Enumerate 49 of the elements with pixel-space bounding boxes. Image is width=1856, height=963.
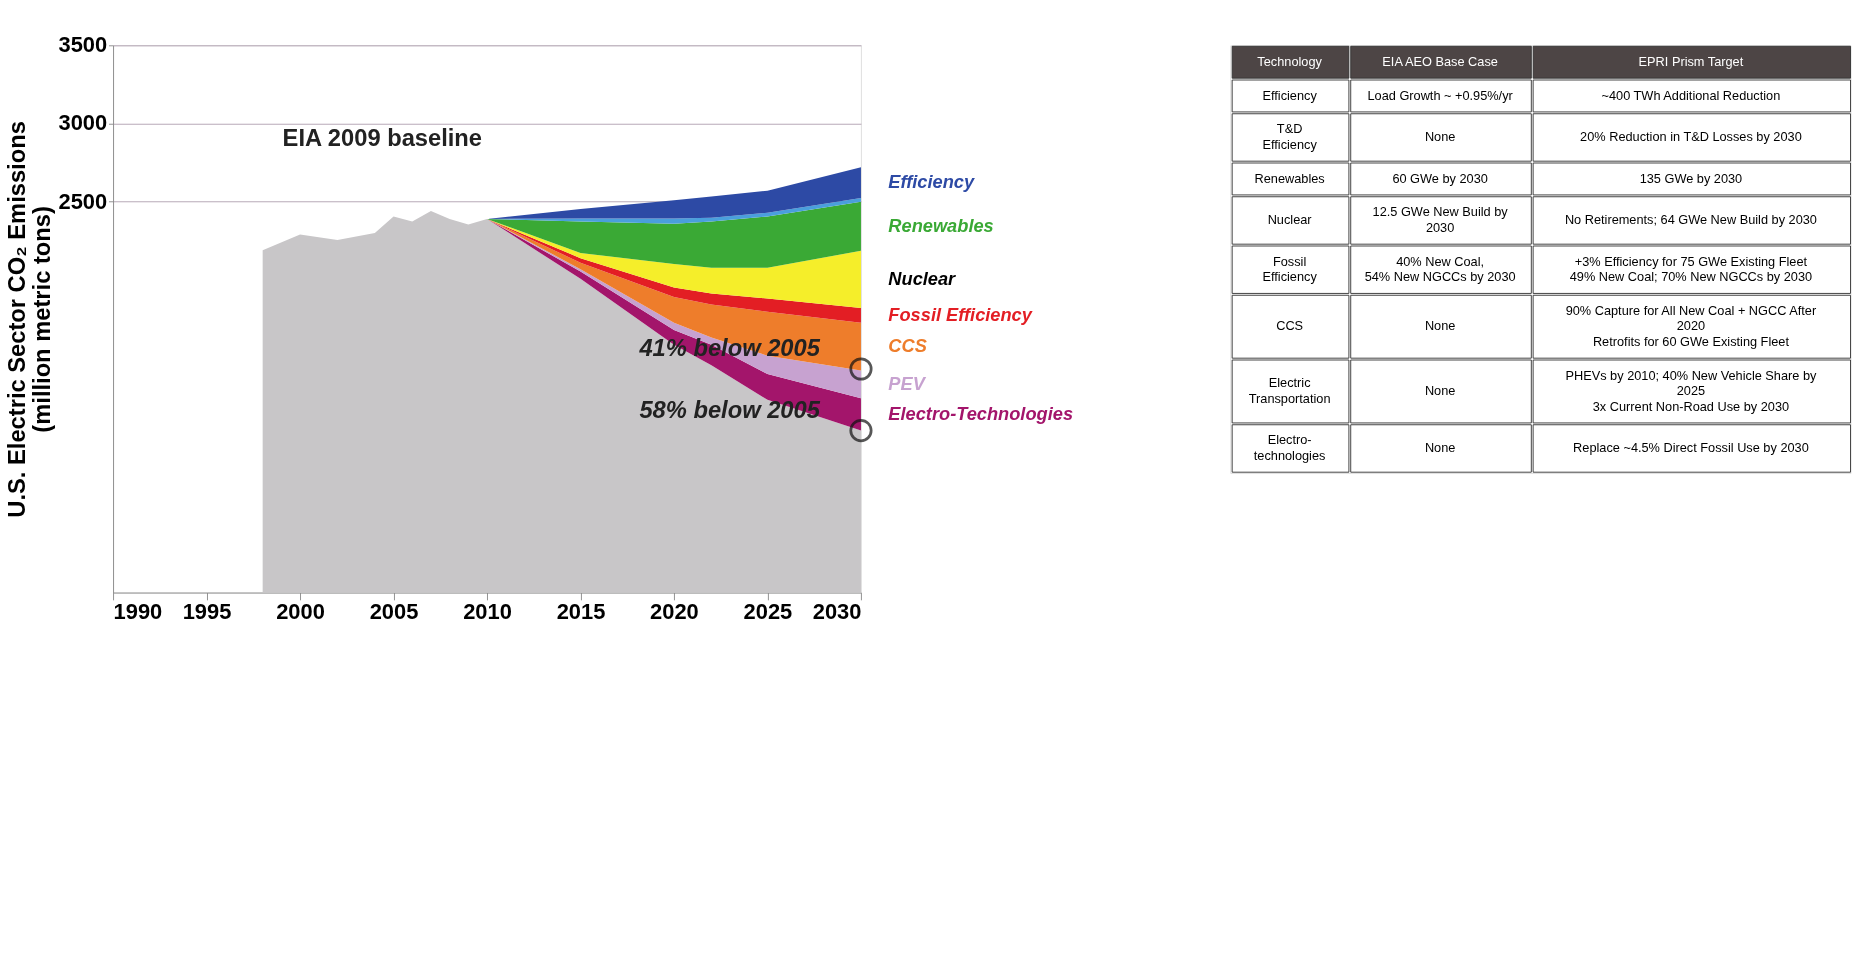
y-axis-title: U.S. Electric Sector CO₂ Emissions (million metric tons) <box>3 121 56 518</box>
text: Renewables <box>1254 170 1325 186</box>
series-label: Renewables <box>888 214 994 236</box>
y-tick-label: 3500 <box>58 32 108 58</box>
text: Efficiency <box>1262 87 1318 103</box>
text: Nuclear <box>1267 212 1313 228</box>
x-tick-label: 2010 <box>463 599 512 625</box>
text: PHEVs by 2010; 40% New Vehicle Share by 2025 3x Current Non-Road Use by 2030 <box>1565 367 1817 414</box>
text: 90% Capture for All New Coal + NGCC After 2020 Retrofits for 60 GWe Existing Fleet <box>1565 302 1817 349</box>
x-tick-label: 2005 <box>369 599 419 625</box>
x-tick-label: 2030 <box>812 599 862 625</box>
text: None <box>1424 383 1456 399</box>
text: 60 GWe by 2030 <box>1392 170 1488 186</box>
text: Load Growth ~ +0.95%/yr <box>1367 87 1514 103</box>
series-label: CCS <box>888 335 927 357</box>
text: No Retirements; 64 GWe New Build by 2030 <box>1564 212 1817 228</box>
text: Fossil Efficiency <box>1262 253 1318 285</box>
x-tick-label: 2025 <box>743 599 793 625</box>
text: +3% Efficiency for 75 GWe Existing Fleet 49% New Coal; 70% New NGCCs by 2030 <box>1569 253 1813 285</box>
text: ~400 TWh Additional Reduction <box>1601 87 1781 103</box>
text: None <box>1424 318 1456 334</box>
text: EPRI Prism Target <box>1638 53 1744 69</box>
text: EIA AEO Base Case <box>1382 53 1498 69</box>
y-tick-label: 2500 <box>58 188 108 214</box>
series-label: Nuclear <box>888 267 957 289</box>
x-tick-label: 2000 <box>276 599 325 625</box>
text: 20% Reduction in T&D Losses by 2030 <box>1580 129 1802 145</box>
x-tick-label: 1995 <box>182 599 232 625</box>
x-tick-label: 2015 <box>556 599 606 625</box>
text: 135 GWe by 2030 <box>1639 170 1743 186</box>
annotation: EIA 2009 baseline <box>282 124 483 151</box>
series-label: Electro-Technologies <box>888 402 1074 424</box>
y-tick-label: 3000 <box>58 110 108 136</box>
series-label: Efficiency <box>888 171 975 193</box>
text: Electro- technologies <box>1253 432 1326 463</box>
text: 40% New Coal, 54% New NGCCs by 2030 <box>1364 253 1516 285</box>
text: None <box>1424 129 1456 145</box>
text: Replace ~4.5% Direct Fossil Use by 2030 <box>1573 440 1809 456</box>
text: None <box>1424 440 1456 456</box>
text: T&D Efficiency <box>1262 121 1318 152</box>
text: Electric Transportation <box>1248 375 1331 406</box>
x-tick-label: 1990 <box>113 599 163 625</box>
text: CCS <box>1276 318 1304 334</box>
series-label: Fossil Efficiency <box>888 303 1033 325</box>
text: 12.5 GWe New Build by 2030 <box>1372 204 1509 235</box>
series-label: PEV <box>888 372 927 394</box>
annotation: 41% below 2005 <box>638 335 821 362</box>
text: Technology <box>1257 53 1323 69</box>
x-tick-label: 2020 <box>650 599 699 625</box>
